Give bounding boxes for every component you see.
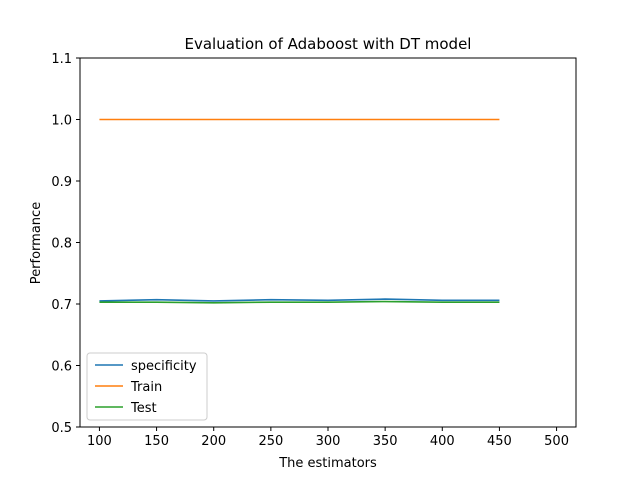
x-axis: 100 150 200 250 300 350 400 450 500 [87, 427, 569, 449]
y-axis: 0.5 0.6 0.7 0.8 0.9 1.0 1.1 [51, 52, 80, 436]
y-tick-label: 0.6 [51, 360, 72, 375]
y-tick-label: 0.8 [51, 237, 72, 252]
legend-label-specificity: specificity [131, 359, 197, 374]
y-tick-label: 0.7 [51, 298, 72, 313]
legend-box [86, 352, 208, 421]
legend-label-train: Train [130, 380, 162, 395]
y-axis-label: Performance [29, 202, 44, 284]
x-tick-label: 350 [373, 434, 398, 449]
series-lines [99, 118, 500, 304]
chart-title: Evaluation of Adaboost with DT model [185, 35, 472, 53]
y-tick-label: 1.0 [51, 114, 72, 129]
series-line-test [99, 300, 500, 304]
x-axis-label: The estimators [278, 456, 377, 471]
series-line-specificity [99, 298, 500, 302]
x-tick-label: 500 [544, 434, 569, 449]
y-tick-label: 0.9 [51, 175, 72, 190]
y-tick-label: 0.5 [51, 421, 72, 436]
x-tick-label: 250 [258, 434, 283, 449]
legend-label-test: Test [130, 401, 157, 416]
x-tick-label: 450 [487, 434, 512, 449]
x-tick-label: 200 [201, 434, 226, 449]
legend: specificity Train Test [86, 352, 208, 421]
x-tick-label: 100 [87, 434, 112, 449]
y-tick-label: 1.1 [51, 52, 72, 67]
x-tick-label: 400 [430, 434, 455, 449]
x-tick-label: 150 [144, 434, 169, 449]
x-tick-label: 300 [316, 434, 341, 449]
